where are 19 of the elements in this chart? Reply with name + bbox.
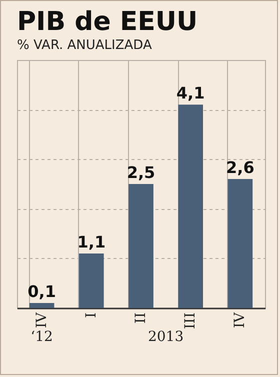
chart-subtitle: % VAR. ANUALIZADA — [17, 38, 152, 53]
text: 2013 — [148, 329, 184, 345]
x-tick-label: II — [133, 312, 149, 324]
x-tick-label: IV — [34, 312, 50, 328]
data-label: 0,1 — [28, 282, 56, 302]
bar — [178, 104, 203, 308]
x-tick-label: IV — [232, 312, 248, 328]
chart-title: PIB de EEUU — [17, 7, 198, 37]
data-label: 1,1 — [77, 232, 106, 252]
data-label: 4,1 — [176, 84, 205, 103]
text: ‘12 — [30, 329, 53, 345]
data-label: 2,6 — [226, 158, 254, 178]
x-tick-label: I — [83, 312, 100, 318]
bar — [79, 253, 104, 308]
bar — [128, 184, 154, 308]
bar — [29, 303, 54, 308]
data-label: 2,5 — [126, 163, 156, 182]
x-tick-label: III — [182, 312, 199, 330]
bar — [228, 179, 253, 308]
